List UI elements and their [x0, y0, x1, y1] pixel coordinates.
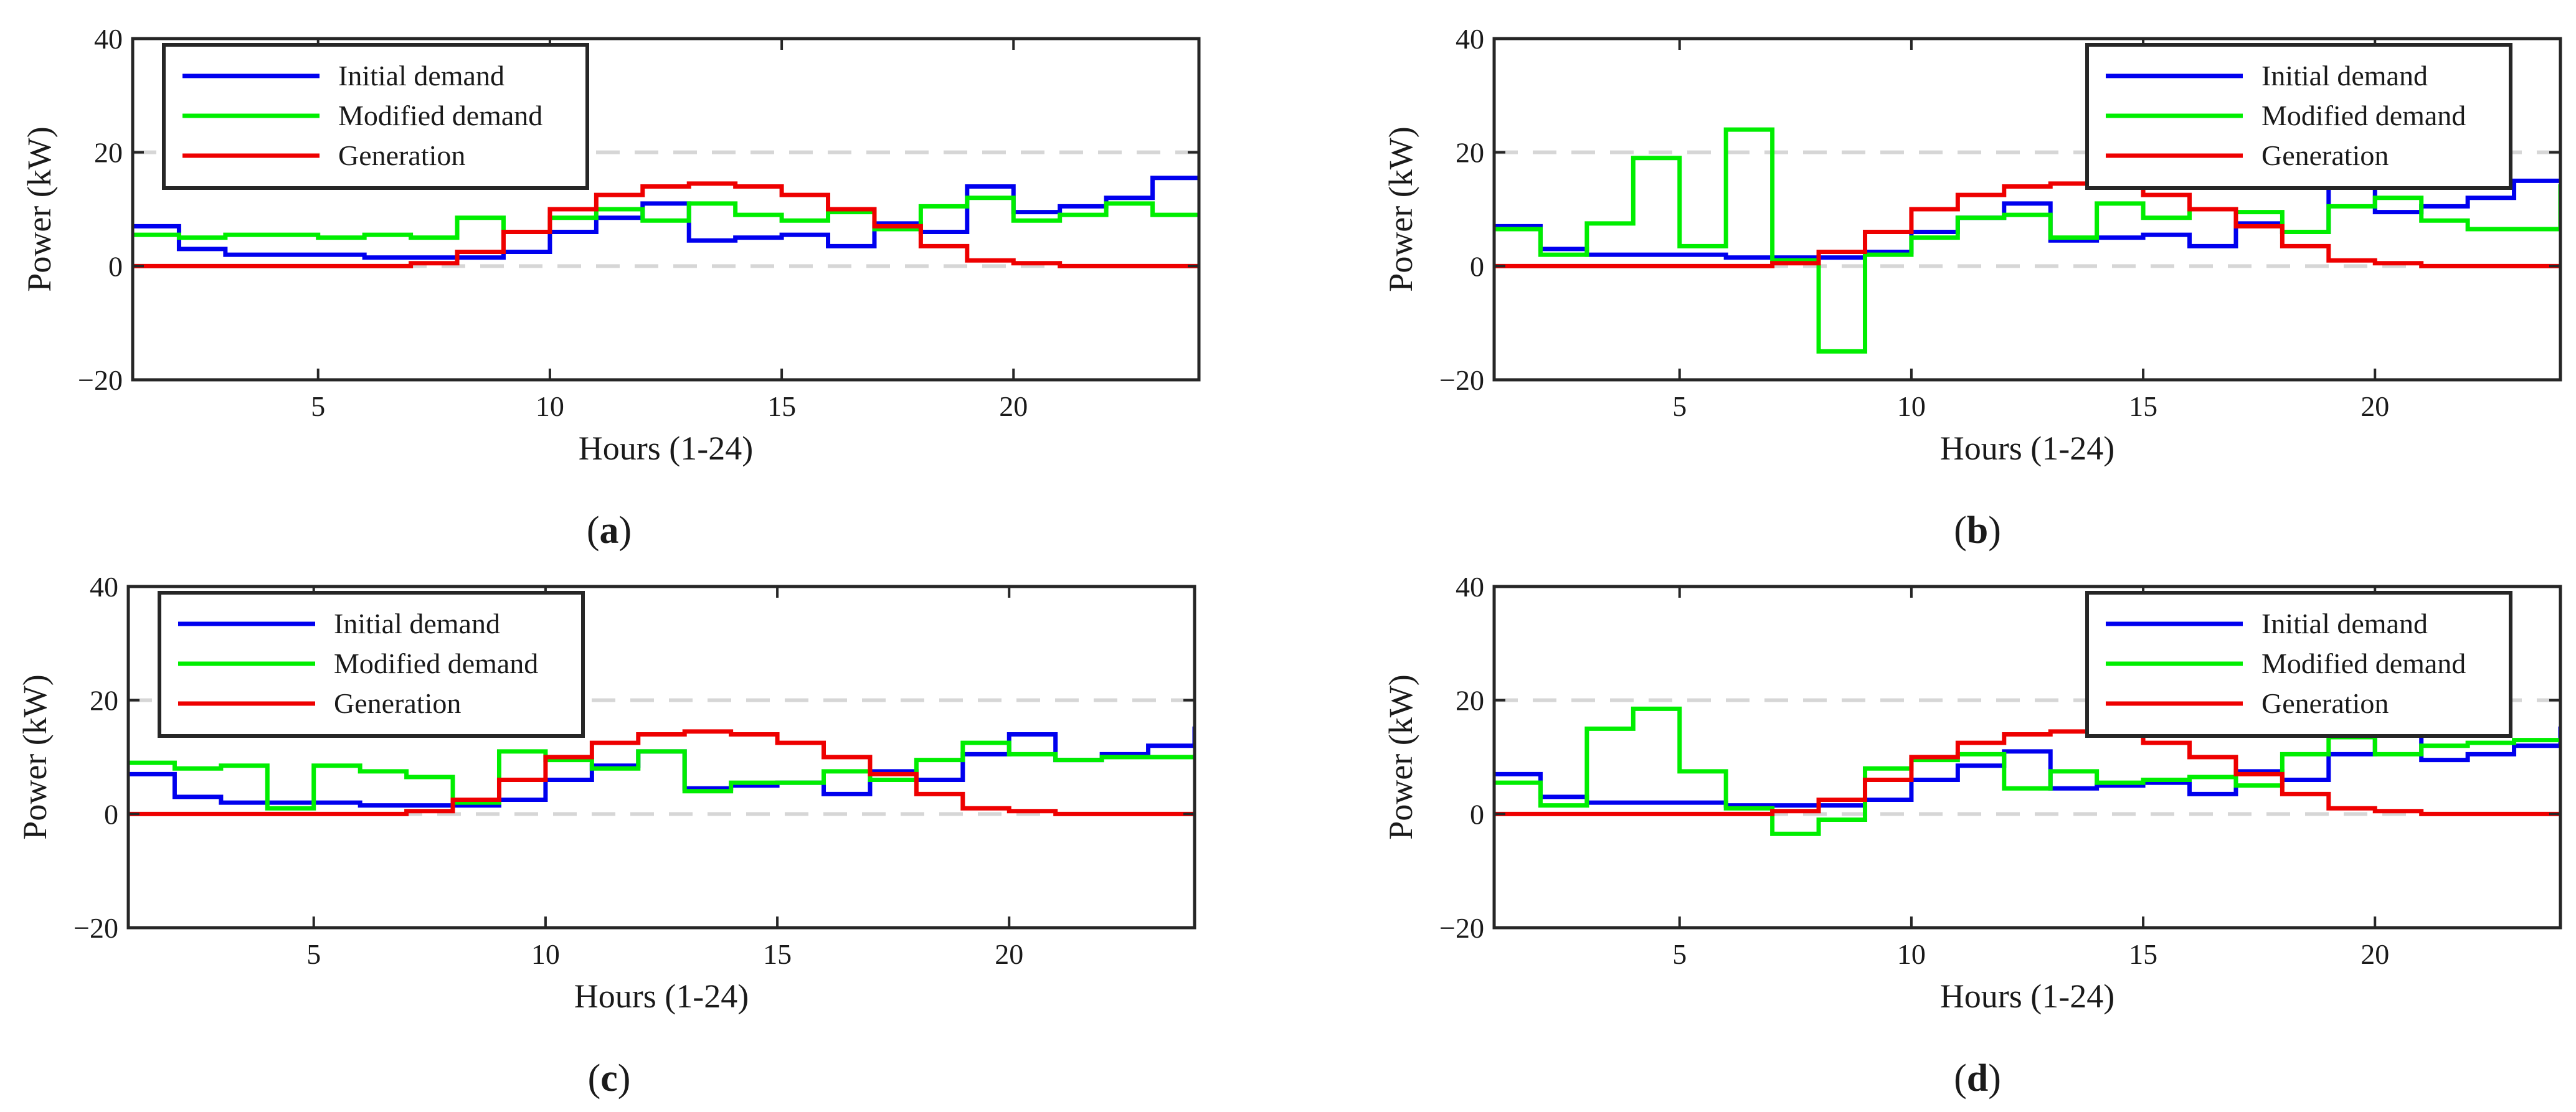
x-tick-label: 15 — [763, 938, 792, 970]
x-tick-label: 15 — [767, 390, 796, 422]
legend-label: Modified demand — [338, 100, 542, 131]
legend: Initial demand Modified demand Generation — [2085, 43, 2512, 190]
series-line-initial-demand — [133, 176, 1199, 260]
series-group — [133, 176, 1199, 268]
legend-label: Initial demand — [334, 608, 500, 639]
y-axis-label: Power (kW) — [21, 126, 58, 291]
series-line-modified-demand — [1494, 127, 2560, 354]
x-tick-label: 10 — [1897, 938, 1926, 970]
x-tick-label: 5 — [311, 390, 325, 422]
y-tick-label: 40 — [90, 571, 118, 603]
x-tick-label: 10 — [536, 390, 564, 422]
legend-label: Generation — [2261, 139, 2389, 171]
series-line-modified-demand — [128, 740, 1195, 811]
series-line-generation — [1494, 181, 2560, 268]
chart-panel-d: 5 10 15 20 −20 0 20 40 Hours (1-24) Power (kW) Ini… — [1382, 571, 2562, 1100]
x-tick-label: 20 — [995, 938, 1023, 970]
x-axis-label: Hours (1-24) — [1940, 978, 2114, 1015]
series-line-generation — [1494, 729, 2560, 816]
x-axis-label: Hours (1-24) — [1940, 430, 2114, 467]
chart-panel-b: 5 10 15 20 −20 0 20 40 Hours (1-24) Power (kW) Ini… — [1382, 23, 2562, 552]
series-group — [128, 726, 1195, 816]
y-axis-label: Power (kW) — [1382, 674, 1419, 839]
y-tick-label: 40 — [1456, 571, 1484, 603]
legend-label: Generation — [338, 139, 465, 171]
legend: Initial demand Modified demand Generation — [2085, 591, 2512, 738]
legend-label: Modified demand — [2261, 648, 2466, 679]
y-tick-label: 0 — [1470, 250, 1484, 282]
series-line-generation — [128, 729, 1195, 816]
series-group — [1494, 127, 2560, 354]
x-tick-label: 20 — [999, 390, 1028, 422]
y-tick-label: −20 — [1439, 364, 1484, 396]
series-line-modified-demand — [1494, 706, 2560, 836]
y-axis-label: Power (kW) — [1382, 126, 1419, 291]
legend-label: Modified demand — [2261, 100, 2466, 131]
series-line-modified-demand — [133, 196, 1199, 240]
legend-label: Generation — [334, 687, 461, 719]
x-tick-label: 20 — [2361, 390, 2389, 422]
legend: Initial demand Modified demand Generation — [162, 43, 589, 190]
x-axis-label: Hours (1-24) — [574, 978, 749, 1015]
y-tick-label: −20 — [1439, 912, 1484, 944]
axes-frame — [1492, 585, 2562, 930]
x-axis-label: Hours (1-24) — [579, 430, 753, 467]
legend-label: Generation — [2261, 687, 2389, 719]
series-line-generation — [133, 181, 1199, 268]
legend-label: Modified demand — [334, 648, 538, 679]
y-tick-label: 20 — [94, 137, 123, 169]
chart-panel-a: 5 10 15 20 −20 0 20 40 Hours (1-24) Power (kW) Ini… — [21, 23, 1201, 552]
panel-caption: (c) — [588, 1057, 631, 1100]
axes-frame — [1492, 37, 2562, 382]
x-tick-label: 10 — [1897, 390, 1926, 422]
y-tick-label: 0 — [108, 250, 123, 282]
x-tick-label: 10 — [531, 938, 560, 970]
chart-panel-c: 5 10 15 20 −20 0 20 40 Hours (1-24) Power (kW) Ini… — [16, 571, 1196, 1100]
axes-frame — [131, 37, 1201, 382]
panel-caption: (a) — [587, 509, 632, 552]
panel-caption: (d) — [1954, 1057, 2001, 1100]
x-tick-label: 5 — [1672, 390, 1687, 422]
legend: Initial demand Modified demand Generation — [158, 591, 585, 738]
y-tick-label: 20 — [1456, 137, 1484, 169]
x-tick-label: 5 — [1672, 938, 1687, 970]
y-tick-label: 40 — [94, 23, 123, 55]
x-tick-label: 15 — [2129, 938, 2157, 970]
axes-frame — [126, 585, 1196, 930]
y-tick-label: −20 — [78, 364, 123, 396]
x-tick-label: 15 — [2129, 390, 2157, 422]
legend-label: Initial demand — [338, 60, 504, 92]
y-tick-label: 0 — [1470, 798, 1484, 830]
y-tick-label: 20 — [1456, 685, 1484, 717]
y-tick-label: 0 — [104, 798, 118, 830]
series-group — [1494, 706, 2560, 836]
x-tick-label: 5 — [306, 938, 321, 970]
legend-label: Initial demand — [2261, 60, 2428, 92]
y-tick-label: −20 — [73, 912, 118, 944]
legend-label: Initial demand — [2261, 608, 2428, 639]
x-tick-label: 20 — [2361, 938, 2389, 970]
y-axis-label: Power (kW) — [16, 674, 54, 839]
panel-caption: (b) — [1954, 509, 2001, 552]
y-tick-label: 20 — [90, 685, 118, 717]
y-tick-label: 40 — [1456, 23, 1484, 55]
